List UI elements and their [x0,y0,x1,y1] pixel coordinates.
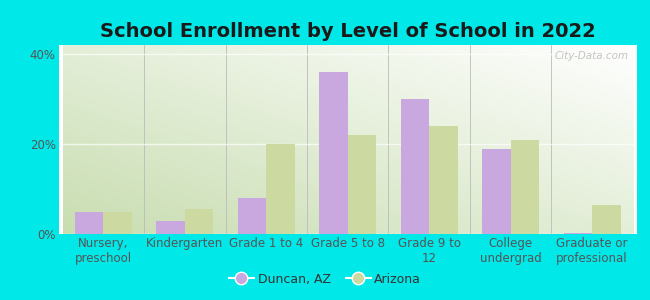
Text: City-Data.com: City-Data.com [554,51,629,61]
Bar [185,209,213,234]
Bar [156,220,185,234]
Bar [592,205,621,234]
Bar [429,126,458,234]
Bar [482,148,511,234]
Bar [103,212,132,234]
Bar [511,140,540,234]
Bar [564,233,592,234]
Title: School Enrollment by Level of School in 2022: School Enrollment by Level of School in … [100,22,595,41]
Bar [238,198,266,234]
Legend: Duncan, AZ, Arizona: Duncan, AZ, Arizona [224,268,426,291]
Bar [266,144,295,234]
Bar [319,72,348,234]
Bar [348,135,376,234]
Bar [75,212,103,234]
Bar [400,99,429,234]
